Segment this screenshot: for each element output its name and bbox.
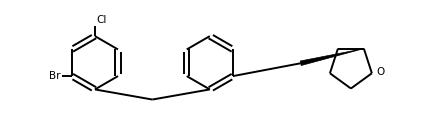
Text: O: O (377, 67, 385, 77)
Text: Br: Br (49, 71, 60, 81)
Polygon shape (300, 49, 364, 66)
Text: Cl: Cl (97, 15, 107, 25)
